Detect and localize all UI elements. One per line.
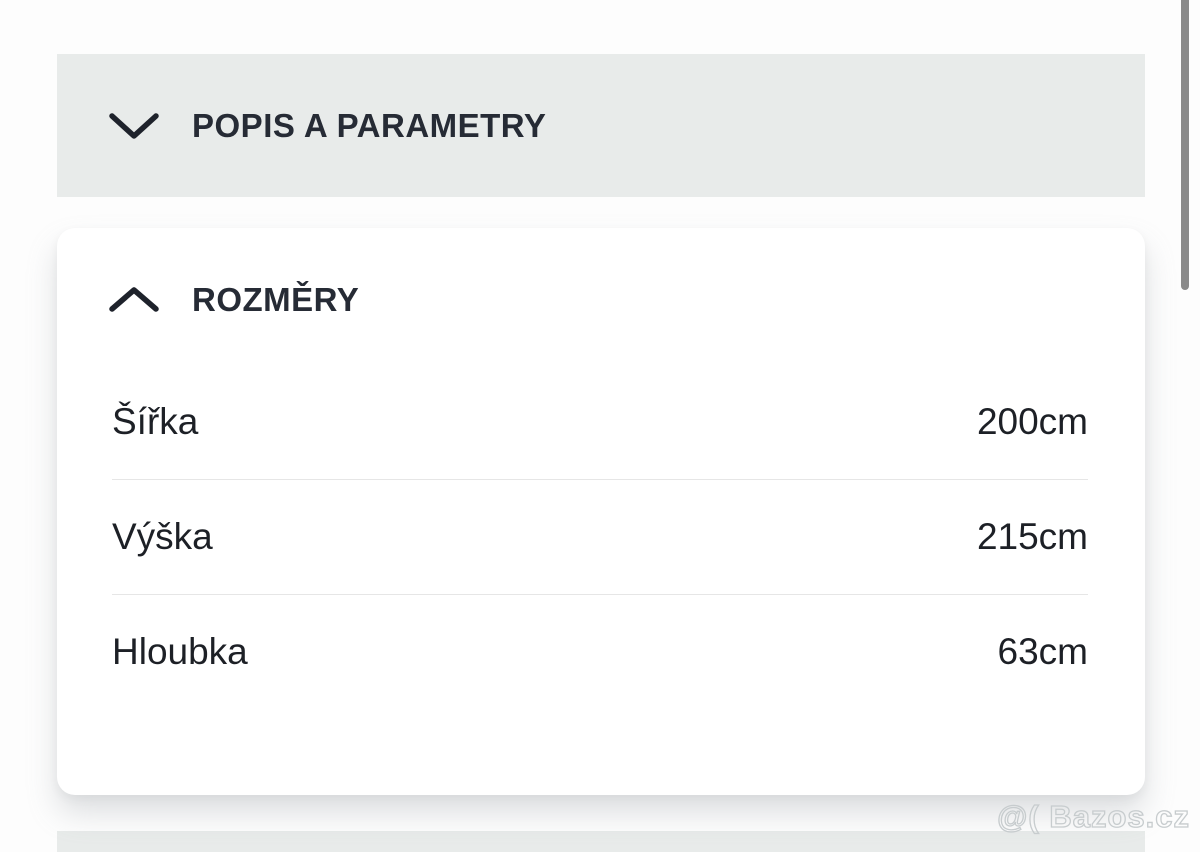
chevron-up-icon — [108, 286, 160, 314]
param-value: 200cm — [976, 401, 1088, 442]
param-value: 215cm — [976, 516, 1088, 557]
parameters-card: ROZMĚRY Šířka 200cm Výška 215cm Hloubka … — [57, 228, 1145, 795]
bazos-watermark: @( Bazos.cz — [997, 798, 1190, 834]
accordion-header-rozmery[interactable]: ROZMĚRY — [57, 228, 1145, 319]
accordion-title-popis: POPIS A PARAMETRY — [192, 106, 547, 144]
param-label: Hloubka — [112, 631, 248, 672]
param-label: Šířka — [112, 401, 199, 442]
table-row-vyska: Výška 215cm — [112, 480, 1088, 595]
scrollbar[interactable] — [1181, 0, 1189, 290]
param-label: Výška — [112, 516, 213, 557]
table-row-hloubka: Hloubka 63cm — [112, 595, 1088, 709]
accordion-header-popis-a-parametry[interactable]: POPIS A PARAMETRY — [57, 54, 1145, 197]
accordion-title-rozmery: ROZMĚRY — [192, 281, 360, 318]
parameter-list: Šířka 200cm Výška 215cm Hloubka 63cm — [57, 365, 1145, 709]
accordion-header-next-section[interactable] — [57, 831, 1145, 852]
param-value: 63cm — [997, 631, 1088, 672]
content-column: POPIS A PARAMETRY ROZMĚRY Šířka 200cm Vý… — [57, 0, 1145, 852]
chevron-down-icon — [108, 111, 160, 141]
table-row-sirka: Šířka 200cm — [112, 365, 1088, 480]
